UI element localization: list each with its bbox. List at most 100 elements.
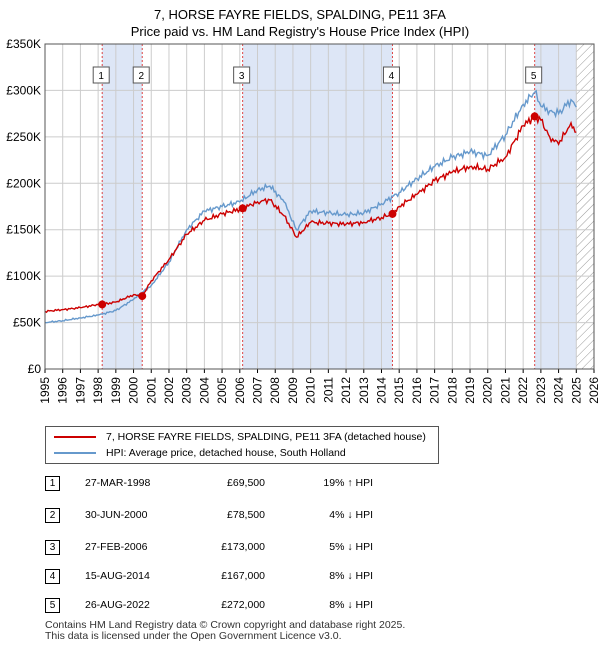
sale-price: £69,500 [227,477,265,489]
plot-frame [44,43,595,370]
sale-number-badge: 3 [45,540,60,555]
sale-row: 3 27-FEB-2006 £173,000 5% ↓ HPI [45,540,405,556]
sale-price: £272,000 [221,599,265,611]
legend-item-property: 7, HORSE FAYRE FIELDS, SPALDING, PE11 3F… [54,430,426,444]
legend: 7, HORSE FAYRE FIELDS, SPALDING, PE11 3F… [45,426,439,464]
sale-point [138,292,147,301]
y-tick-label: £300K [6,83,41,97]
x-tick-label: 2008 [268,377,282,404]
x-tick-label: 2006 [233,377,247,404]
x-tick-label: 1999 [109,377,123,404]
x-tick-label: 2014 [374,377,388,404]
legend-swatch-property [54,436,96,438]
x-tick-label: 1998 [91,377,105,404]
x-tick-label: 2016 [410,377,424,404]
sale-point [98,300,107,309]
sale-marker-badge [382,66,400,84]
y-tick-label: £100K [6,269,41,283]
sale-date: 26-AUG-2022 [85,599,150,611]
sale-date: 30-JUN-2000 [85,509,148,521]
x-tick-label: 1995 [38,377,52,404]
sale-marker-label: 2 [138,71,144,82]
sale-date: 27-FEB-2006 [85,541,148,553]
x-tick-label: 2013 [357,377,371,404]
x-tick-label: 2025 [569,377,583,404]
sale-row: 4 15-AUG-2014 £167,000 8% ↓ HPI [45,569,405,585]
x-tick-label: 2009 [286,377,300,404]
x-tick-label: 2003 [180,377,194,404]
sale-number-badge: 1 [45,476,60,491]
sale-row: 1 27-MAR-1998 £69,500 19% ↑ HPI [45,476,405,492]
x-tick-label: 2015 [392,377,406,404]
sale-hpi-diff: 8% ↓ HPI [329,570,373,582]
legend-swatch-hpi [54,452,96,454]
future-hatch-area [576,44,594,369]
sale-price: £167,000 [221,570,265,582]
y-tick-label: £50K [13,316,41,330]
price-chart: £0 £50K £100K £150K £200K £250K £300K £350K 1995… [6,37,600,404]
x-tick-label: 1996 [56,377,70,404]
y-tick-label: £200K [6,176,41,190]
footer-note: Contains HM Land Registry data © Crown c… [45,620,405,642]
legend-item-hpi: HPI: Average price, detached house, Sout… [54,446,346,460]
hpi-line [44,89,577,324]
x-tick-label: 2011 [321,377,335,403]
sale-marker-badge [233,66,251,84]
x-tick-label: 2002 [162,377,176,404]
x-tick-label: 2020 [481,377,495,404]
sale-marker-label: 1 [98,71,104,82]
sale-marker-label: 3 [239,71,245,82]
y-tick-label: £150K [6,223,41,237]
property-price-line [44,115,577,314]
x-tick-label: 2018 [445,377,459,404]
sale-number-badge: 2 [45,508,60,523]
sale-hpi-diff: 4% ↓ HPI [329,509,373,521]
x-tick-label: 2001 [144,377,158,404]
footer-line-2: This data is licensed under the Open Gov… [45,630,342,642]
sale-price: £78,500 [227,509,265,521]
x-tick-label: 2007 [251,377,265,404]
sale-point [388,209,397,218]
sale-point [238,204,247,213]
sale-date: 27-MAR-1998 [85,477,151,489]
x-tick-label: 2022 [516,377,530,404]
sale-marker-badge [525,66,543,84]
sale-marker-label: 5 [531,71,537,82]
sale-hpi-diff: 5% ↓ HPI [329,541,373,553]
y-tick-label: £250K [6,130,41,144]
sale-point [530,112,539,121]
x-tick-label: 2004 [197,377,211,404]
sale-number-badge: 4 [45,569,60,584]
footer-line-1: Contains HM Land Registry data © Crown c… [45,619,406,631]
y-tick-label: £0 [28,362,42,376]
sale-number-badge: 5 [45,598,60,613]
chart-subtitle: Price paid vs. HM Land Registry's House … [130,24,470,39]
ownership-shaded-period [242,44,393,369]
legend-label-hpi: HPI: Average price, detached house, Sout… [106,447,346,459]
sale-hpi-diff: 19% ↑ HPI [323,477,373,489]
x-tick-label: 2012 [339,377,353,404]
sale-hpi-diff: 8% ↓ HPI [329,599,373,611]
x-tick-label: 2021 [498,377,512,404]
chart-title-block: 7, HORSE FAYRE FIELDS, SPALDING, PE11 3F… [0,6,600,40]
sale-row: 5 26-AUG-2022 £272,000 8% ↓ HPI [45,598,405,614]
sale-marker-label: 4 [389,71,395,82]
sale-date: 15-AUG-2014 [85,570,150,582]
sale-marker-badge [92,66,110,84]
x-tick-label: 1997 [73,377,87,404]
sale-row: 2 30-JUN-2000 £78,500 4% ↓ HPI [45,508,405,524]
ownership-shaded-period [534,44,577,369]
x-tick-label: 2010 [304,377,318,404]
x-tick-label: 2026 [587,377,600,404]
x-tick-label: 2024 [552,377,566,404]
ownership-shaded-period [102,44,143,369]
y-tick-label: £350K [6,37,41,51]
x-tick-label: 2019 [463,377,477,404]
sale-price: £173,000 [221,541,265,553]
x-tick-label: 2017 [428,377,442,404]
chart-title: 7, HORSE FAYRE FIELDS, SPALDING, PE11 3F… [154,7,446,22]
x-tick-label: 2005 [215,377,229,404]
legend-label-property: 7, HORSE FAYRE FIELDS, SPALDING, PE11 3F… [106,431,426,443]
x-tick-label: 2023 [534,377,548,404]
x-tick-label: 2000 [127,377,141,404]
